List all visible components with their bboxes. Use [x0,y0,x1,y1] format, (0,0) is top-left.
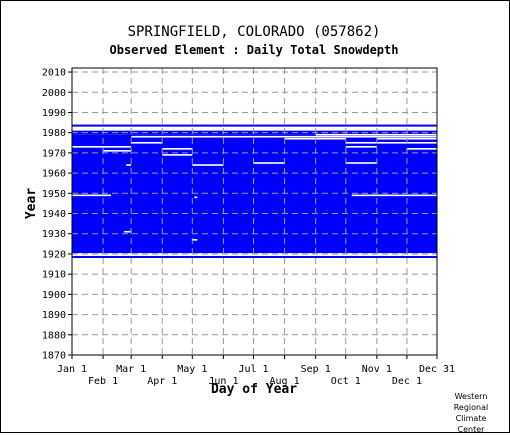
missing-segment [126,164,132,166]
y-tick-label: 1930 [42,229,66,240]
missing-segment [351,194,437,197]
y-tick-label: 1870 [42,351,66,362]
y-tick-label: 1940 [42,209,66,220]
x-tick-label: Dec 31 [419,364,455,375]
x-tick-label: Mar 1 [116,364,146,375]
missing-segment [162,148,193,150]
missing-segment [345,141,377,144]
x-tick-label: Jan 1 [57,364,87,375]
x-tick-label: Feb 1 [88,376,118,387]
x-tick-label: Oct 1 [331,376,361,387]
y-tick-label: 1980 [42,128,66,139]
missing-segment [103,150,132,152]
missing-segment [253,162,285,164]
wrcc-credit: Western Regional Climate Center [447,391,495,435]
x-tick-label: Dec 1 [392,376,422,387]
credit-line: Western [454,392,488,401]
observed-period [72,124,437,127]
missing-segment [315,133,437,136]
y-tick-label: 1890 [42,310,66,321]
plot-border [71,67,438,356]
missing-segment [162,154,193,156]
y-tick-label: 1900 [42,290,66,301]
chart-subtitle: Observed Element : Daily Total Snowdepth [109,43,399,57]
chart-title: SPRINGFIELD, COLORADO (057862) [127,24,381,40]
x-tick-label: Nov 1 [362,364,392,375]
missing-segment [194,196,198,199]
missing-segment [192,164,224,166]
missing-segment [345,162,377,164]
missing-segment [72,194,112,197]
missing-segment [131,135,437,138]
y-tick-label: 1950 [42,189,66,200]
y-tick-label: 1990 [42,108,66,119]
missing-segment [192,238,198,241]
x-tick-label: May 1 [177,364,207,375]
x-tick-label: Aug 1 [270,376,300,387]
missing-segment [72,127,437,130]
y-tick-label: 1920 [42,249,66,260]
x-tick-label: Jul 1 [238,364,268,375]
x-tick-label: Sep 1 [301,364,331,375]
missing-segment [131,141,163,144]
x-tick-label: Apr 1 [147,376,177,387]
missing-segment [284,137,346,140]
missing-segment [345,146,377,148]
y-tick-label: 1910 [42,270,66,281]
missing-segment [406,148,437,150]
y-tick-label: 2000 [42,88,66,99]
missing-segment [72,146,132,148]
missing-segment [72,121,437,124]
y-tick-label: 1960 [42,169,66,180]
credit-line: Center [457,425,485,434]
credit-line: Climate [455,414,487,423]
missing-segment [124,230,132,233]
x-axis-label: Day of Year [210,382,298,397]
y-tick-label: 1880 [42,330,66,341]
credit-line: Regional [453,403,489,412]
y-tick-label: 2010 [42,68,66,79]
x-tick-label: Jun 1 [208,376,238,387]
observed-period [72,255,437,258]
y-tick-label: 1970 [42,148,66,159]
